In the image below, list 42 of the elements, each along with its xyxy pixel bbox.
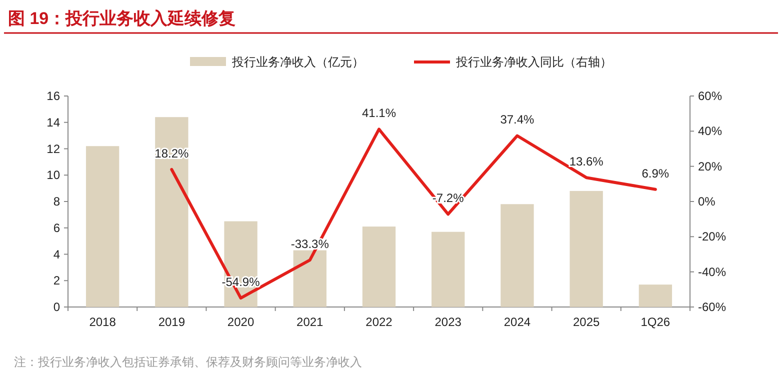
y2-tick-label: 60% xyxy=(698,89,722,103)
bar xyxy=(570,190,603,307)
y-tick-label: 14 xyxy=(46,115,60,130)
data-label: 37.4% xyxy=(500,112,535,127)
x-tick-label: 2023 xyxy=(434,315,462,329)
y2-tick-label: -60% xyxy=(698,300,726,314)
data-label: 13.6% xyxy=(569,154,604,169)
bar xyxy=(155,117,188,307)
bar xyxy=(500,204,534,307)
y-tick-label: 16 xyxy=(46,89,60,103)
y2-tick-label: 40% xyxy=(698,124,722,138)
legend-label: 投行业务净收入（亿元） xyxy=(231,55,364,69)
x-tick-label: 2020 xyxy=(227,315,254,329)
bar xyxy=(362,226,396,307)
y-tick-label: 4 xyxy=(53,247,60,262)
x-tick-label: 2019 xyxy=(158,315,186,329)
x-tick-label: 2021 xyxy=(296,315,324,329)
y-tick-label: 0 xyxy=(53,300,60,314)
chart-title: 图 19：投行业务收入延续修复 xyxy=(8,9,236,28)
data-label: 41.1% xyxy=(362,106,396,120)
bar xyxy=(432,232,465,307)
text: 注：投行业务净收入包括证券承销、保荐及财务顾问等业务净收入 xyxy=(14,355,362,369)
data-label: 6.9% xyxy=(642,166,670,180)
y-tick-label: 2 xyxy=(53,274,60,288)
x-tick-label: 2022 xyxy=(366,315,393,329)
y2-tick-label: -20% xyxy=(698,230,726,244)
data-label: 18.2% xyxy=(154,146,190,160)
bar xyxy=(86,146,120,307)
legend-label: 投行业务净收入同比（右轴） xyxy=(455,55,612,69)
x-tick-label: 2025 xyxy=(572,315,600,329)
y2-tick-label: -40% xyxy=(698,264,726,279)
y2-tick-label: 0% xyxy=(698,194,716,208)
x-tick-label: 2018 xyxy=(89,315,116,329)
y-tick-label: 12 xyxy=(46,142,60,156)
bar xyxy=(638,284,672,307)
y-tick-label: 6 xyxy=(53,220,60,235)
bar xyxy=(293,250,326,307)
x-tick-label: 1Q26 xyxy=(640,315,670,329)
y2-tick-label: 20% xyxy=(698,159,722,174)
y-tick-label: 8 xyxy=(53,194,60,208)
x-tick-label: 2024 xyxy=(504,315,531,329)
y-tick-label: 10 xyxy=(46,168,60,182)
